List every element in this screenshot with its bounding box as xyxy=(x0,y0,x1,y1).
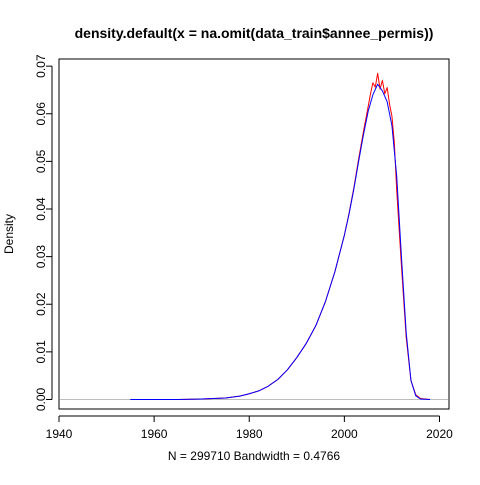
y-axis: 0.00 0.01 0.02 0.03 0.04 0.05 0.06 0.07 xyxy=(34,54,53,411)
density-series-1 xyxy=(130,83,431,400)
chart-title: density.default(x = na.omit(data_train$a… xyxy=(75,25,434,41)
x-tick-label: 1980 xyxy=(236,427,263,441)
x-tick-label: 2020 xyxy=(426,427,453,441)
y-tick-label: 0.01 xyxy=(34,340,48,364)
y-tick-label: 0.07 xyxy=(34,54,48,78)
plot-frame xyxy=(58,58,450,410)
x-tick-label: 2000 xyxy=(331,427,358,441)
y-tick-label: 0.00 xyxy=(34,387,48,411)
x-axis-label: N = 299710 Bandwidth = 0.4766 xyxy=(168,449,340,463)
y-tick-label: 0.06 xyxy=(34,102,48,126)
y-tick-label: 0.03 xyxy=(34,245,48,269)
y-axis-label: Density xyxy=(2,214,16,254)
y-tick-label: 0.02 xyxy=(34,292,48,316)
x-tick-label: 1940 xyxy=(46,427,73,441)
x-axis: 1940 1960 1980 2000 2020 xyxy=(46,415,453,441)
y-tick-label: 0.04 xyxy=(34,197,48,221)
x-tick-label: 1960 xyxy=(141,427,168,441)
series-layer xyxy=(130,72,431,400)
y-tick-label: 0.05 xyxy=(34,149,48,173)
